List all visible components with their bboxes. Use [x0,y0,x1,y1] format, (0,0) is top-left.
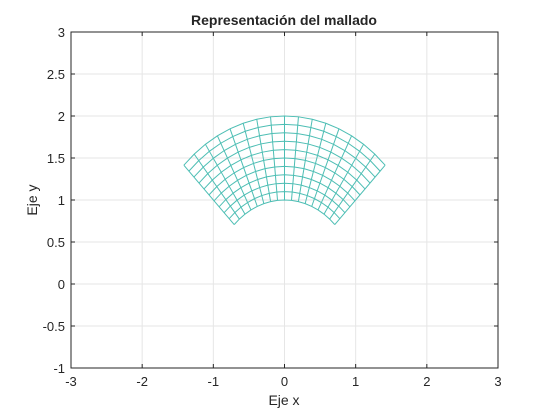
mesh-arc-line [213,165,356,202]
mesh-radial-line [334,164,386,225]
x-tick-label: -1 [208,374,220,389]
y-tick-label: 2.5 [47,67,65,82]
x-tick-label: 3 [494,374,501,389]
x-tick-label: 1 [352,374,359,389]
y-ticks: -1 -0.5 0 0.5 1 1.5 2 2.5 3 [43,25,498,376]
mesh-arc-line [228,191,341,220]
mesh-arc-line [233,199,336,225]
mesh-arc-line [218,174,351,208]
mesh-arc-line [188,123,381,172]
y-tick-label: 0.5 [47,235,65,250]
y-tick-label: 2 [58,109,65,124]
y-tick-label: -0.5 [43,319,65,334]
y-tick-label: 1.5 [47,151,65,166]
mesh [183,115,386,225]
mesh-arc-line [193,132,376,178]
mesh-arc-line [208,157,361,196]
x-tick-label: -2 [136,374,148,389]
mesh-arc-line [203,149,366,190]
mesh-arc-line [198,140,371,184]
x-tick-label: 2 [423,374,430,389]
y-tick-label: 1 [58,193,65,208]
x-tick-label: 0 [281,374,288,389]
x-tick-label: -3 [65,374,77,389]
mesh-arc-line [223,182,346,214]
y-tick-label: 0 [58,277,65,292]
y-tick-label: -1 [53,361,65,376]
y-tick-label: 3 [58,25,65,40]
x-axis-label: Eje x [268,392,299,408]
y-axis-label: Eje y [24,184,40,215]
mesh-arc-line [183,115,386,166]
chart-title: Representación del mallado [191,12,377,28]
x-ticks: -3 -2 -1 0 1 2 3 [65,32,502,389]
mesh-radial-line [183,164,235,225]
